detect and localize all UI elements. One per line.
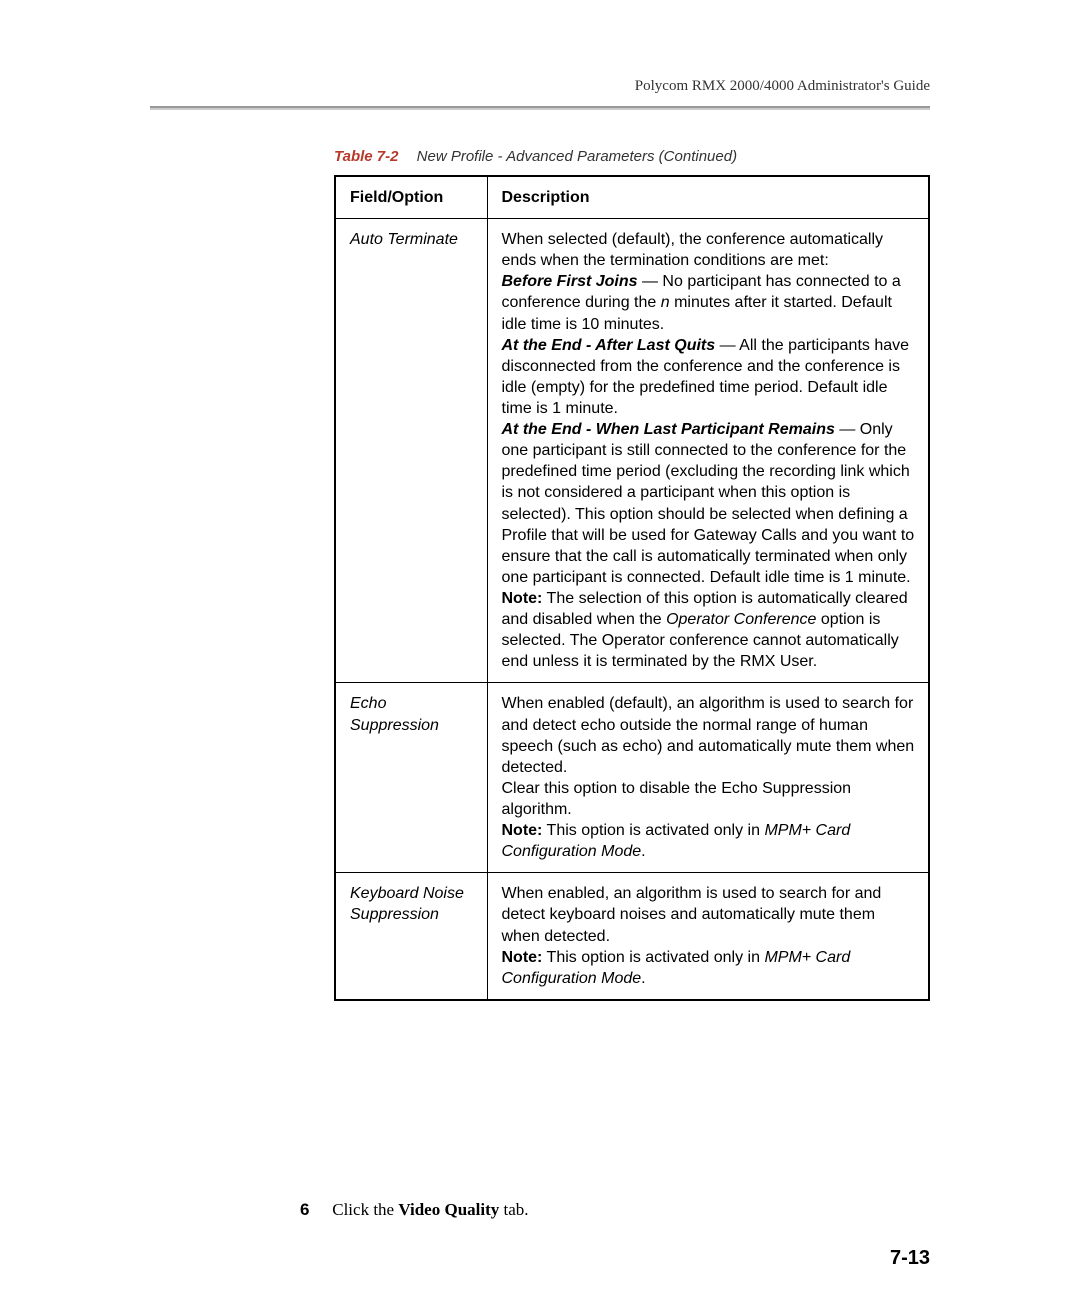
field-name-cell: Auto Terminate bbox=[335, 219, 487, 683]
description-cell: When enabled (default), an algorithm is … bbox=[487, 683, 929, 873]
table-header-row: Field/Option Description bbox=[335, 176, 929, 219]
header-rule bbox=[150, 106, 930, 110]
col-header-field: Field/Option bbox=[335, 176, 487, 219]
step-number: 6 bbox=[300, 1200, 328, 1220]
table-label: Table 7-2 bbox=[334, 148, 398, 165]
step-text-bold: Video Quality bbox=[398, 1200, 499, 1219]
field-name-cell: Keyboard Noise Suppression bbox=[335, 873, 487, 1000]
field-name-cell: Echo Suppression bbox=[335, 683, 487, 873]
step-text: Click the Video Quality tab. bbox=[332, 1200, 528, 1219]
table-row: Echo Suppression When enabled (default),… bbox=[335, 683, 929, 873]
table-row: Auto Terminate When selected (default), … bbox=[335, 219, 929, 683]
table-caption-text: New Profile - Advanced Parameters (Conti… bbox=[417, 148, 737, 165]
running-header: Polycom RMX 2000/4000 Administrator's Gu… bbox=[635, 78, 930, 95]
description-cell: When selected (default), the conference … bbox=[487, 219, 929, 683]
page-number: 7-13 bbox=[890, 1247, 930, 1270]
step-text-post: tab. bbox=[499, 1200, 528, 1219]
step-text-pre: Click the bbox=[332, 1200, 398, 1219]
col-header-description: Description bbox=[487, 176, 929, 219]
parameters-table: Field/Option Description Auto Terminate … bbox=[334, 175, 930, 1001]
page: Polycom RMX 2000/4000 Administrator's Gu… bbox=[0, 0, 1080, 1306]
table-row: Keyboard Noise Suppression When enabled,… bbox=[335, 873, 929, 1000]
content-block: Table 7-2 New Profile - Advanced Paramet… bbox=[334, 148, 930, 1001]
description-cell: When enabled, an algorithm is used to se… bbox=[487, 873, 929, 1000]
step-instruction: 6 Click the Video Quality tab. bbox=[300, 1200, 930, 1220]
table-caption: Table 7-2 New Profile - Advanced Paramet… bbox=[334, 148, 930, 165]
